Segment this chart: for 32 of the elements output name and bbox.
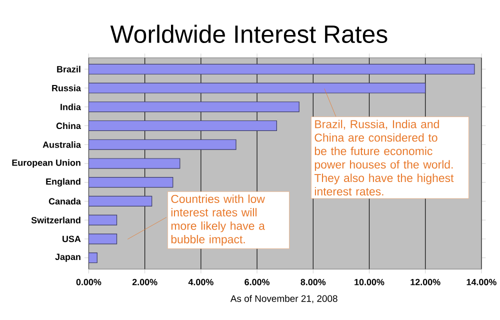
x-tick-label: 12.00%: [410, 278, 440, 286]
bar: [88, 196, 152, 207]
annotation: Brazil, Russia, India and China are considered to be the future economic power houses of the world. They also have the highest interest rates.: [314, 120, 454, 196]
y-tick-label: Russia: [52, 84, 82, 92]
annotation: Countries with low interest rates will more likely have a bubble impact.: [171, 194, 265, 246]
y-tick-label: Canada: [48, 198, 82, 205]
y-tick-label: Brazil: [57, 66, 80, 72]
y-tick-label: Australia: [42, 141, 82, 148]
x-tick-label: 0.00%: [76, 278, 102, 286]
y-tick-label: USA: [62, 236, 81, 242]
y-tick-label: Japan: [55, 254, 80, 262]
x-tick-label: 14.00%: [466, 278, 496, 286]
y-tick-label: Switzerland: [31, 216, 80, 224]
chart-title: Worldwide Interest Rates: [110, 24, 388, 44]
bar: [88, 82, 426, 94]
bar: [88, 252, 98, 264]
bar: [88, 158, 180, 169]
y-tick-label: China: [56, 122, 82, 130]
y-tick-label: India: [60, 104, 82, 110]
bar: [88, 120, 277, 132]
bar: [88, 139, 236, 150]
x-tick-label: 4.00%: [188, 278, 214, 286]
x-tick-label: 6.00%: [244, 278, 270, 286]
bar: [88, 177, 174, 188]
x-tick-label: 10.00%: [354, 278, 384, 286]
y-tick-label: European Union: [12, 159, 80, 168]
x-tick-label: 2.00%: [132, 278, 158, 286]
bar: [88, 102, 300, 112]
bar: [88, 64, 475, 74]
y-tick-label: England: [46, 178, 80, 187]
text: As of November 21, 2008: [230, 295, 338, 304]
x-tick-label: 8.00%: [300, 278, 326, 286]
